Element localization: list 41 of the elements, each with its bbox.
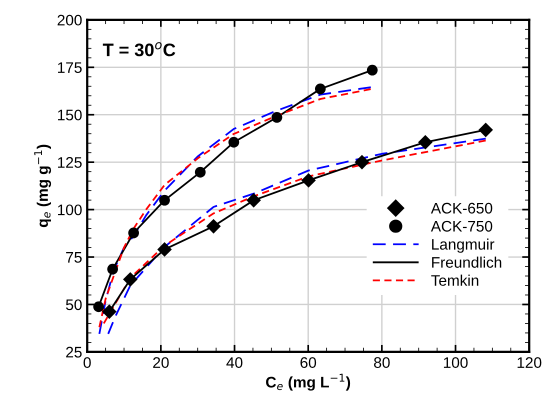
- point: [301, 173, 316, 188]
- y-tick-label: 125: [58, 157, 82, 168]
- point: [128, 228, 139, 238]
- x-tick-label: 120: [518, 357, 542, 368]
- legend-label: Freundlich: [432, 256, 502, 268]
- point: [206, 219, 221, 234]
- point: [272, 112, 282, 123]
- legend-label: Temkin: [431, 274, 478, 286]
- x-tick-label: 60: [300, 357, 316, 368]
- x-tick-label: 100: [444, 357, 468, 368]
- point: [107, 264, 118, 275]
- y-tick-label: 175: [58, 62, 82, 73]
- y-tick-label: 25: [66, 346, 82, 358]
- legend-label: ACK-650: [430, 202, 492, 214]
- y-tick-label: 75: [66, 252, 82, 263]
- x-tick-label: 0: [84, 357, 91, 368]
- point: [157, 242, 172, 257]
- y-tick-label: 50: [66, 299, 82, 310]
- point: [93, 301, 104, 312]
- point: [123, 272, 138, 287]
- x-tick-label: 20: [153, 357, 169, 368]
- x-axis-title: C$_{e}$ (mg L$^{−1}$): [266, 374, 350, 391]
- y-tick-label: 100: [58, 204, 82, 216]
- point: [159, 194, 170, 206]
- x-tick-label: 40: [226, 357, 242, 368]
- point: [478, 122, 494, 138]
- point: [228, 136, 240, 148]
- x-tick-label: 80: [374, 357, 390, 368]
- legend-label: Langmuir: [432, 238, 494, 253]
- annotation: T = 30$^{o}$C: [102, 42, 176, 56]
- point: [314, 84, 326, 94]
- point: [246, 193, 261, 208]
- point: [366, 64, 378, 76]
- y-tick-label: 150: [58, 110, 82, 120]
- y-tick-label: 200: [58, 14, 82, 26]
- point: [102, 304, 117, 319]
- legend-label: ACK-750: [430, 220, 492, 232]
- y-axis-title: q$_{e}$ (mg g$^{−1}$): [34, 144, 52, 228]
- point: [354, 154, 370, 170]
- point: [194, 166, 206, 178]
- point: [418, 134, 433, 150]
